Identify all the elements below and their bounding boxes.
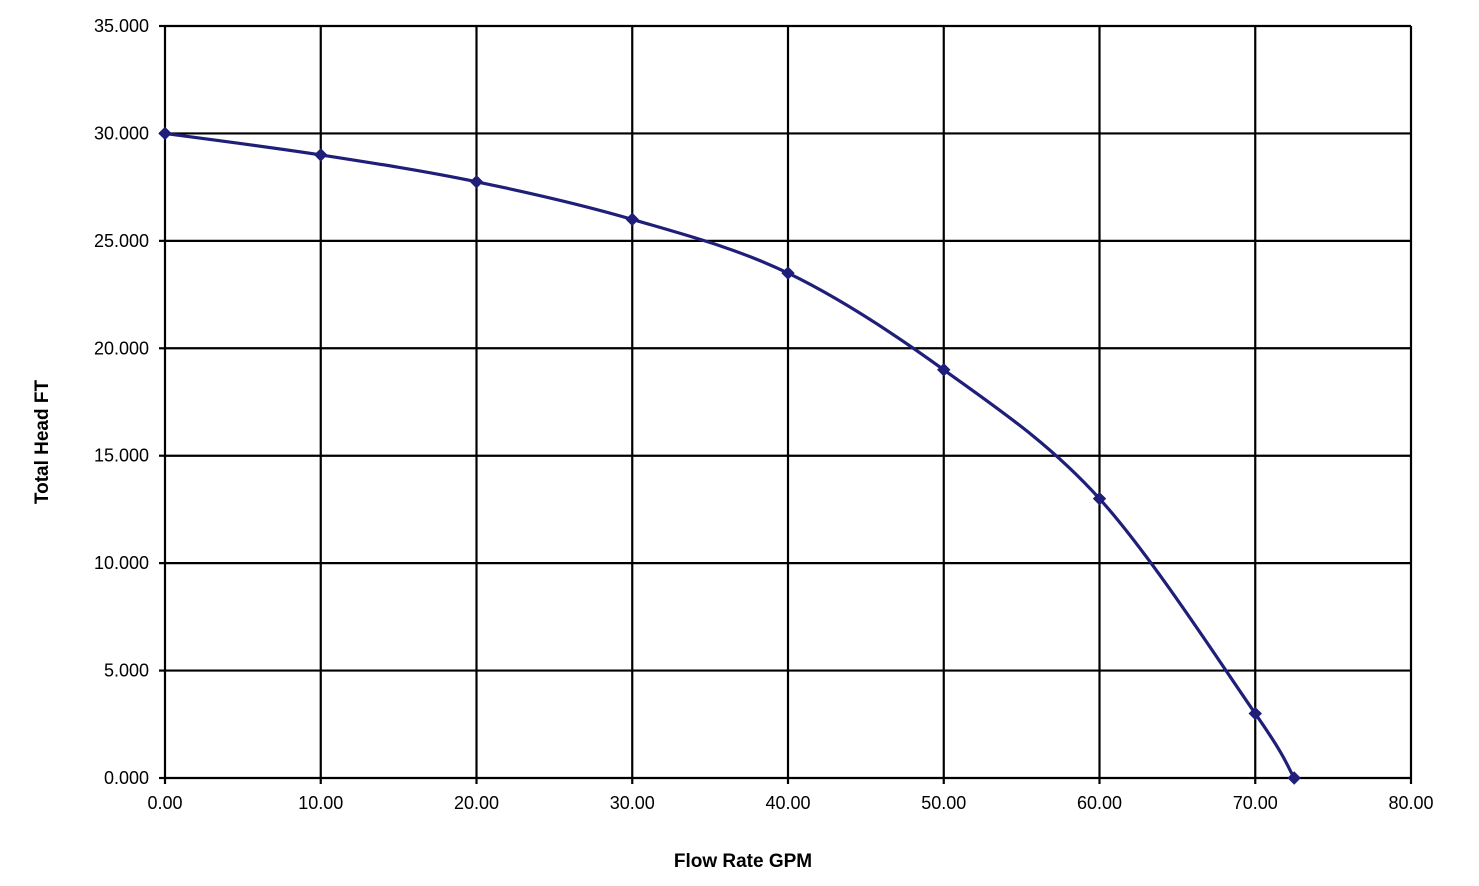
y-axis-title: Total Head FT bbox=[32, 380, 53, 505]
series-layer bbox=[158, 126, 1301, 785]
data-point-marker bbox=[1287, 771, 1301, 785]
x-axis-title: Flow Rate GPM bbox=[674, 851, 812, 872]
y-tick-label: 10.000 bbox=[94, 553, 149, 573]
data-point-marker bbox=[314, 148, 328, 162]
x-tick-label: 60.00 bbox=[1077, 793, 1122, 813]
x-tick-label: 20.00 bbox=[454, 793, 499, 813]
x-tick-label: 40.00 bbox=[765, 793, 810, 813]
y-tick-label: 30.000 bbox=[94, 123, 149, 143]
data-point-marker bbox=[625, 212, 639, 227]
x-tick-labels: 0.00 10.00 20.00 30.00 40.00 50.00 60.00 70.00 8… bbox=[147, 793, 1433, 813]
data-point-marker bbox=[1248, 706, 1262, 721]
y-tick-label: 15.000 bbox=[94, 446, 149, 466]
x-tick-label: 50.00 bbox=[921, 793, 966, 813]
x-tick-label: 70.00 bbox=[1233, 793, 1278, 813]
series-line bbox=[164, 131, 1296, 779]
x-tick-label: 0.00 bbox=[147, 793, 182, 813]
y-tick-labels: 0.000 5.000 10.000 15.000 20.000 25.000 30.000… bbox=[94, 16, 149, 788]
y-tick-label: 5.000 bbox=[104, 661, 149, 681]
x-tick-label: 10.00 bbox=[298, 793, 343, 813]
data-point-marker bbox=[1092, 491, 1107, 506]
y-tick-label: 20.000 bbox=[94, 338, 149, 358]
y-tick-label: 25.000 bbox=[94, 231, 149, 251]
grid bbox=[159, 24, 1413, 784]
data-point-marker bbox=[937, 363, 951, 377]
x-tick-label: 80.00 bbox=[1388, 793, 1433, 813]
data-point-marker bbox=[469, 175, 484, 189]
y-tick-label: 0.000 bbox=[104, 768, 149, 788]
y-tick-label: 35.000 bbox=[94, 16, 149, 36]
data-point-marker bbox=[781, 266, 795, 280]
data-point-marker bbox=[158, 126, 172, 141]
x-tick-label: 30.00 bbox=[610, 793, 655, 813]
